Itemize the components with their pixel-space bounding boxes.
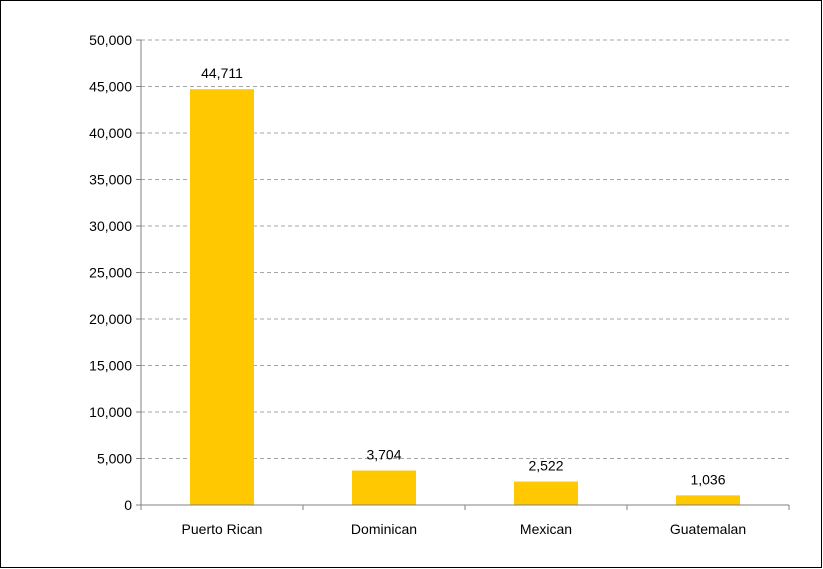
x-tick-label: Mexican (520, 521, 572, 537)
y-tick-label: 35,000 (89, 172, 132, 188)
data-label: 2,522 (528, 458, 563, 474)
y-tick-label: 40,000 (89, 125, 132, 141)
y-tick-label: 25,000 (89, 265, 132, 281)
bar (352, 470, 416, 505)
x-tick-label: Puerto Rican (182, 521, 263, 537)
y-tick-label: 10,000 (89, 404, 132, 420)
bar (190, 89, 254, 506)
data-label: 1,036 (690, 471, 725, 487)
y-tick-label: 50,000 (89, 32, 132, 48)
bars (190, 89, 740, 506)
bar (676, 495, 740, 505)
y-tick-label: 30,000 (89, 218, 132, 234)
x-tick-label: Guatemalan (670, 521, 746, 537)
y-tick-label: 5,000 (97, 451, 132, 467)
y-tick-label: 20,000 (89, 311, 132, 327)
y-tick-label: 0 (124, 497, 132, 513)
y-tick-label: 45,000 (89, 79, 132, 95)
bar (514, 481, 578, 505)
x-tick-label: Dominican (351, 521, 417, 537)
axes (136, 39, 790, 510)
data-label: 3,704 (366, 447, 401, 463)
data-label: 44,711 (201, 65, 243, 81)
y-tick-label: 15,000 (89, 358, 132, 374)
labels: 0 5,000 10,000 15,000 20,000 25,000 30,000 35,0… (89, 32, 746, 537)
